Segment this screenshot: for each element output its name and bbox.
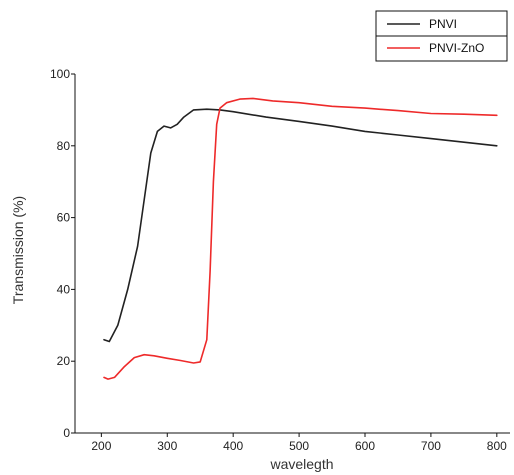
x-axis-label: wavelegth (269, 456, 333, 472)
x-tick-label: 300 (157, 439, 177, 453)
y-axis-label: Transmission (%) (10, 196, 26, 304)
x-tick-label: 500 (289, 439, 309, 453)
series-line-pnvi (103, 108, 498, 343)
y-tick-label: 40 (57, 282, 71, 296)
y-tick-label: 20 (57, 354, 71, 368)
axes (71, 73, 510, 437)
legend: PNVI PNVI-ZnO (375, 10, 508, 62)
legend-label-pnvi-zno: PNVI-ZnO (429, 41, 484, 55)
x-tick-label: 800 (487, 439, 507, 453)
x-tick-label: 600 (355, 439, 375, 453)
x-tick-label: 200 (91, 439, 111, 453)
x-tick-label: 400 (223, 439, 243, 453)
y-tick-label: 100 (50, 67, 70, 81)
tick-labels: 200 300 400 500 600 700 800 0 20 40 60 80 100 (50, 67, 507, 453)
x-tick-label: 700 (421, 439, 441, 453)
plot-area (103, 97, 498, 380)
series-line-pnvi-zno (103, 97, 498, 380)
y-tick-label: 80 (57, 139, 71, 153)
y-tick-label: 0 (63, 426, 70, 440)
legend-label-pnvi: PNVI (429, 17, 457, 31)
y-tick-label: 60 (57, 211, 71, 225)
